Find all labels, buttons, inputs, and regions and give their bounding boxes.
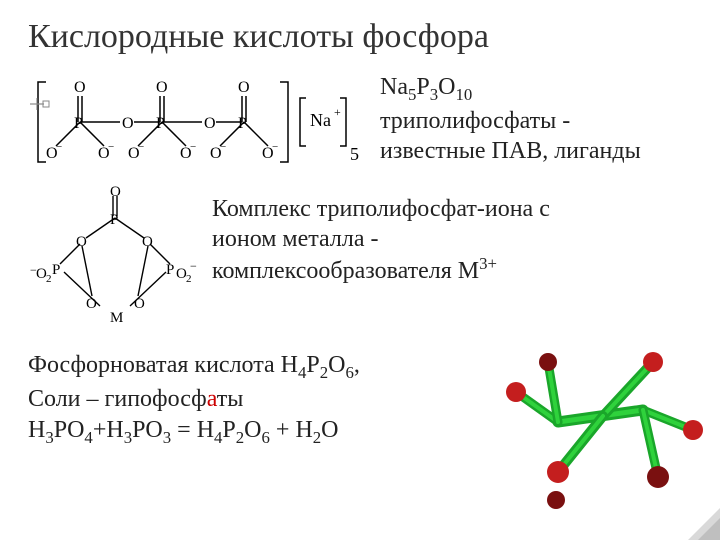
- svg-text:O: O: [76, 234, 87, 250]
- tripoly-line2: триполифосфаты -: [380, 106, 641, 136]
- svg-text:P: P: [238, 115, 247, 132]
- placeholder-icon: [30, 96, 50, 112]
- svg-text:−: −: [190, 141, 196, 153]
- svg-text:O: O: [110, 186, 121, 200]
- svg-text:P: P: [156, 115, 165, 132]
- svg-text:−: −: [190, 259, 197, 273]
- svg-text:O: O: [204, 115, 216, 132]
- svg-text:O: O: [142, 234, 153, 250]
- svg-text:O: O: [74, 79, 86, 96]
- svg-text:O: O: [86, 296, 97, 312]
- svg-text:2: 2: [46, 273, 52, 285]
- svg-text:P: P: [166, 262, 174, 278]
- svg-text:−: −: [56, 141, 62, 153]
- svg-text:−: −: [220, 141, 226, 153]
- svg-text:−: −: [108, 141, 114, 153]
- svg-text:O: O: [122, 115, 134, 132]
- tripoly-line3: известные ПАВ, лиганды: [380, 136, 641, 166]
- page-title: Кислородные кислоты фосфора: [28, 18, 692, 56]
- complex-line1: Комплекс триполифосфат-иона с: [212, 194, 550, 224]
- svg-text:+: +: [334, 105, 341, 119]
- metal-complex-text: Комплекс триполифосфат-иона с ионом мета…: [212, 194, 550, 286]
- svg-text:−: −: [138, 141, 144, 153]
- svg-text:O: O: [238, 79, 250, 96]
- svg-text:−: −: [272, 141, 278, 153]
- svg-text:O: O: [134, 296, 145, 312]
- molecule-3d-render: [498, 322, 708, 522]
- svg-text:P: P: [52, 262, 60, 278]
- svg-text:P: P: [110, 212, 118, 228]
- svg-text:O: O: [156, 79, 168, 96]
- complex-line3: комплексообразователя M3+: [212, 254, 550, 286]
- svg-text:2: 2: [186, 273, 192, 285]
- svg-text:5: 5: [350, 144, 359, 164]
- svg-text:P: P: [74, 115, 83, 132]
- svg-text:M: M: [110, 310, 123, 326]
- complex-line2: ионом металла -: [212, 224, 550, 254]
- tripoly-formula: Na5P3O10: [380, 72, 641, 106]
- tripolyphosphate-text: Na5P3O10 триполифосфаты - известные ПАВ,…: [380, 72, 641, 166]
- corner-fold-icon: [688, 508, 720, 540]
- triphosphate-structure: PO O− O− O PO O− O− O PO O− O− Na+ 5: [28, 68, 368, 176]
- metal-complex-structure: O P OO −O2 P P O2− OO M: [28, 186, 198, 336]
- svg-text:Na: Na: [310, 110, 331, 130]
